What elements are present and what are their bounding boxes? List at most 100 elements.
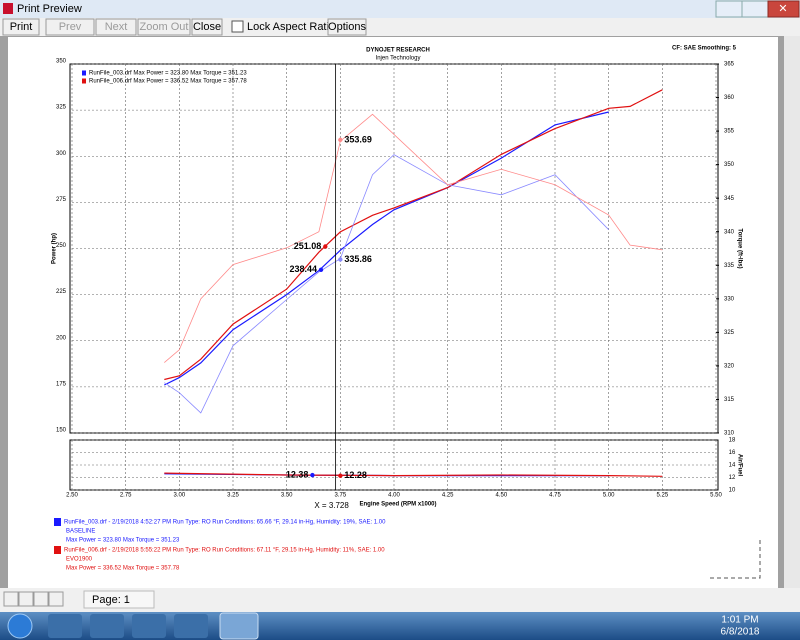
- minimize-button[interactable]: [715, 0, 743, 18]
- run-info: RunFile_003.drf - 2/19/2018 4:52:27 PM R…: [54, 518, 386, 572]
- toolbar-button-label: Close: [193, 21, 221, 33]
- previous-page-button[interactable]: [18, 591, 34, 607]
- y2-tick-label: 335: [724, 263, 735, 269]
- data-line: [164, 472, 663, 477]
- lock-aspect-checkbox[interactable]: [231, 20, 244, 33]
- first-page-button[interactable]: [3, 591, 19, 607]
- x-tick-label: 3.00: [173, 493, 185, 499]
- y2-tick-label: 310: [724, 431, 735, 437]
- y-tick-label: 18: [729, 438, 736, 444]
- cursor-value: 353.69: [344, 134, 372, 144]
- winpep-icon[interactable]: [219, 612, 259, 640]
- dyno-chart: 150 175 200 225 250 275 300 325 350 310 315 320 325 3…: [52, 59, 743, 511]
- clock-time: 1:01 PM: [721, 615, 758, 626]
- page-indicator: [83, 590, 155, 609]
- chrome-icon[interactable]: [174, 614, 208, 638]
- media-icon[interactable]: [132, 614, 166, 638]
- close-window-button[interactable]: [767, 0, 800, 18]
- y2-tick-label: 360: [724, 95, 735, 101]
- y2-tick-label: 355: [724, 129, 735, 135]
- cursor-value: 238.44: [289, 264, 317, 274]
- y2-tick-label: 345: [724, 196, 735, 202]
- ie-icon[interactable]: [48, 614, 82, 638]
- toolbar-button[interactable]: [191, 18, 223, 36]
- vertical-scrollbar[interactable]: [784, 36, 800, 588]
- y-axis-title: Air/Fuel: [736, 454, 742, 477]
- x-tick-label: 2.50: [66, 493, 78, 499]
- legend-entry: RunFile_006.drf Max Power = 336.52 Max T…: [89, 79, 247, 85]
- y2-axis-title: Torque (ft-lbs): [736, 228, 742, 268]
- y-tick-label: 14: [729, 463, 736, 469]
- cursor-readout: X = 3.728: [314, 501, 349, 510]
- run-name: BASELINE: [66, 529, 95, 535]
- y-tick-label: 300: [56, 151, 67, 157]
- page-margin-mark: [710, 540, 761, 579]
- page: [8, 37, 778, 588]
- y-tick-label: 150: [56, 428, 67, 434]
- x-tick-label: 4.75: [549, 493, 561, 499]
- toolbar-button: [45, 18, 95, 36]
- app-icon: [3, 3, 13, 14]
- toolbar-button-label: Next: [105, 21, 128, 33]
- y-tick-label: 250: [56, 243, 67, 249]
- window-title: Print Preview: [17, 3, 82, 15]
- run-line: RunFile_003.drf - 2/19/2018 4:52:27 PM R…: [64, 520, 386, 526]
- toolbar-button[interactable]: [2, 18, 40, 36]
- cursor-value: 251.08: [294, 241, 322, 251]
- explorer-icon[interactable]: [90, 614, 124, 638]
- y-tick-label: 175: [56, 381, 67, 387]
- maximize-button[interactable]: [741, 0, 769, 18]
- x-tick-label: 3.25: [227, 493, 239, 499]
- run-max: Max Power = 323.80 Max Torque = 351.23: [66, 538, 180, 544]
- cursor-marker: [310, 472, 315, 478]
- options-label: Options: [328, 21, 366, 33]
- run-icon: [54, 546, 61, 554]
- run-icon: [54, 518, 61, 526]
- cursor-marker: [318, 267, 324, 273]
- options-button[interactable]: [327, 18, 367, 36]
- y-tick-label: 350: [56, 59, 67, 65]
- lock-aspect-label: Lock Aspect Ratio: [247, 21, 335, 33]
- x-tick-label: 4.50: [495, 493, 507, 499]
- report-settings: CF: SAE Smoothing: 5: [672, 46, 737, 52]
- y2-tick-label: 320: [724, 363, 735, 369]
- report-customer: Injen Technology: [376, 56, 421, 62]
- x-tick-label: 3.50: [281, 493, 293, 499]
- cursor-value: 12.38: [286, 470, 309, 480]
- report-company: DYNOJET RESEARCH: [366, 48, 430, 54]
- y-tick-label: 325: [56, 105, 67, 111]
- y2-tick-label: 330: [724, 296, 735, 302]
- legend-swatch: [82, 78, 86, 84]
- x-tick-label: 2.75: [120, 493, 132, 499]
- y-tick-label: 12: [729, 475, 736, 481]
- x-tick-label: 3.75: [334, 493, 346, 499]
- toolbar-buttons: Print Prev Next Zoom Out Close Lock Aspect Ra…: [2, 18, 367, 36]
- y2-tick-label: 340: [724, 229, 735, 235]
- y-axis-title: Power (hp): [52, 233, 58, 264]
- y-tick-label: 16: [729, 450, 736, 456]
- y2-tick-label: 350: [724, 162, 735, 168]
- x-tick-label: 4.00: [388, 493, 400, 499]
- page-number: Page: 1: [92, 594, 130, 606]
- data-line: [164, 111, 609, 386]
- run-line: RunFile_006.drf - 2/19/2018 5:55:22 PM R…: [64, 548, 385, 554]
- x-tick-label: 5.00: [603, 493, 615, 499]
- data-line: [164, 89, 663, 381]
- y2-tick-label: 315: [724, 397, 735, 403]
- toolbar-button-label: Print: [10, 21, 33, 33]
- start-button[interactable]: [7, 613, 33, 639]
- cursor-value: 335.86: [344, 254, 372, 264]
- run-max: Max Power = 336.52 Max Torque = 357.78: [66, 566, 180, 572]
- y2-tick-label: 365: [724, 62, 735, 68]
- next-page-button[interactable]: [33, 591, 49, 607]
- toolbar-button-label: Zoom Out: [140, 21, 189, 33]
- last-page-button[interactable]: [48, 591, 64, 607]
- y2-tick-label: 325: [724, 330, 735, 336]
- toolbar-button: [95, 18, 137, 36]
- clock-date: 6/8/2018: [721, 627, 760, 638]
- title-bar: [0, 0, 800, 18]
- toolbar-button-label: Prev: [59, 21, 82, 33]
- run-name: EVO1900: [66, 557, 93, 563]
- toolbar-button: [137, 18, 191, 36]
